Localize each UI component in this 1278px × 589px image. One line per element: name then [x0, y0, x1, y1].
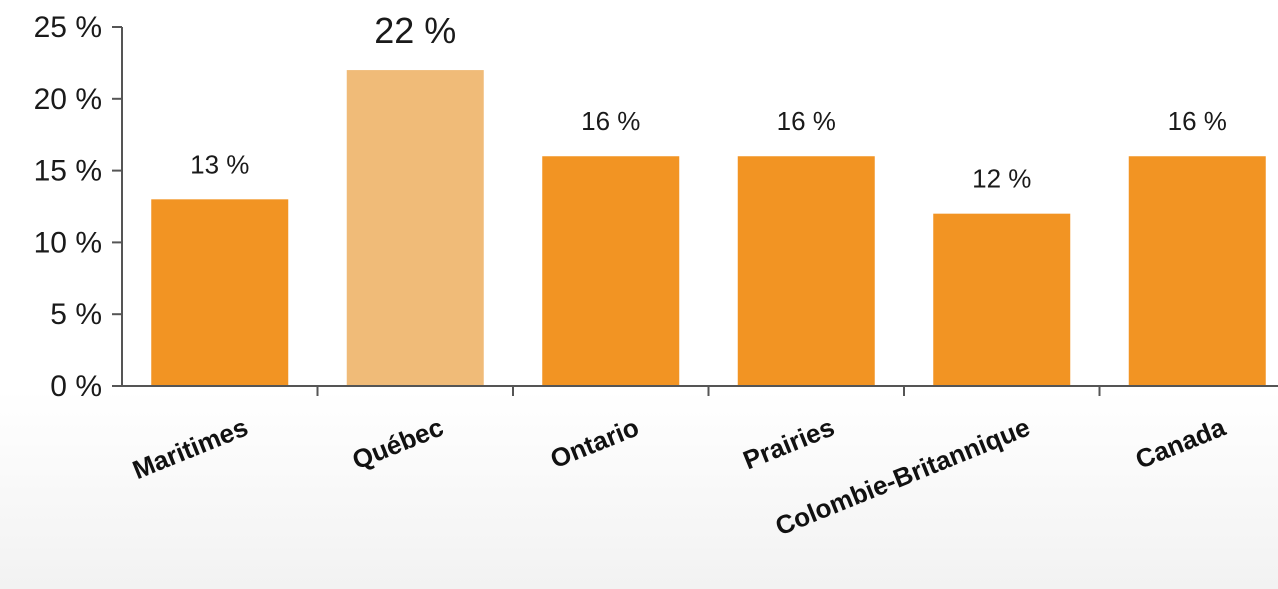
x-tick-label: Québec — [348, 412, 448, 476]
data-label: 16 % — [777, 106, 836, 136]
bar-canada — [1128, 156, 1266, 386]
data-label: 13 % — [190, 149, 249, 179]
x-axis — [122, 385, 1278, 396]
y-axis: 0 % 5 % 10 % 15 % 20 % 25 % — [34, 11, 123, 403]
data-label: 12 % — [972, 164, 1031, 194]
x-tick-label: Maritimes — [128, 412, 252, 485]
bar-qu-bec — [346, 70, 484, 386]
data-label: 16 % — [1168, 106, 1227, 136]
y-tick-label: 20 % — [34, 83, 102, 116]
data-labels: 13 % 22 % 16 % 16 % 12 % 16 % — [190, 10, 1227, 194]
bar-prairies — [737, 156, 875, 386]
y-tick-label: 25 % — [34, 11, 102, 44]
x-tick-label: Canada — [1131, 412, 1230, 475]
x-tick-label: Ontario — [546, 412, 643, 474]
y-tick-label: 10 % — [34, 226, 102, 259]
y-tick-label: 0 % — [50, 370, 102, 403]
bars — [151, 70, 1266, 386]
bar-ontario — [542, 156, 680, 386]
data-label: 16 % — [581, 106, 640, 136]
bar-maritimes — [151, 199, 289, 386]
y-tick-label: 15 % — [34, 155, 102, 188]
data-label: 22 % — [374, 10, 456, 51]
category-labels: Maritimes Québec Ontario PrairiesColombie-B… — [128, 412, 1230, 542]
x-tick-label: Prairies — [739, 412, 839, 476]
bar-colombie-britannique — [933, 213, 1071, 386]
y-tick-label: 5 % — [50, 298, 102, 331]
